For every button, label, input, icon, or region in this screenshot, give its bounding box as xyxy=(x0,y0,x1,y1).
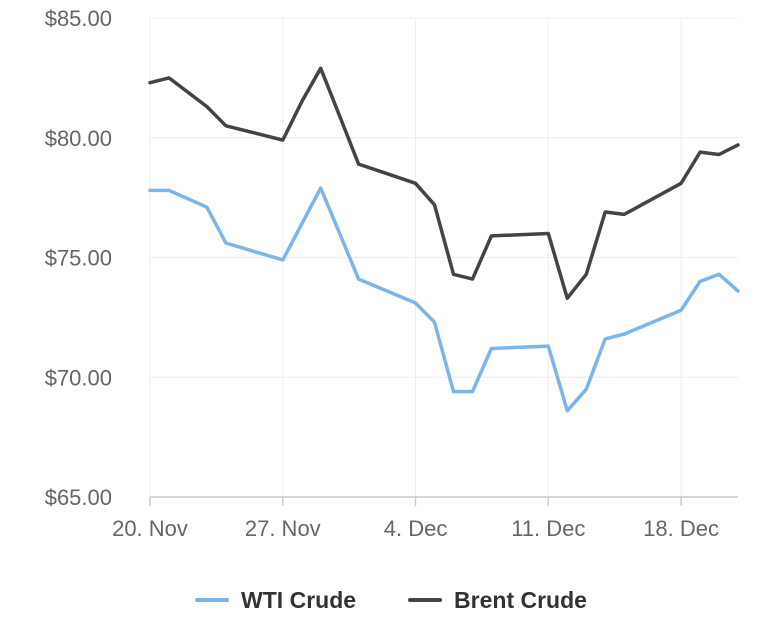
y-tick-label: $70.00 xyxy=(45,365,112,390)
grid-lines xyxy=(149,17,738,498)
x-tick-label: 27. Nov xyxy=(245,516,321,541)
axes xyxy=(149,496,738,506)
legend-label: Brent Crude xyxy=(454,586,587,613)
x-tick-label: 4. Dec xyxy=(384,516,448,541)
x-tick-label: 11. Dec xyxy=(511,516,585,541)
y-axis-tick-labels: $85.00 $80.00 $75.00 $70.00 $65.00 xyxy=(45,6,112,510)
y-tick-label: $80.00 xyxy=(45,126,112,151)
legend-item-wti-crude[interactable]: WTI Crude xyxy=(195,587,356,614)
series-line-brent-crude[interactable] xyxy=(148,66,740,300)
x-tick-label: 20. Nov xyxy=(112,516,188,541)
y-tick-label: $75.00 xyxy=(45,246,112,271)
x-tick-label: 18. Dec xyxy=(643,516,719,541)
series-lines xyxy=(148,66,740,413)
legend-item-brent-crude[interactable]: Brent Crude xyxy=(408,587,587,614)
chart-legend: WTI Crude Brent Crude xyxy=(0,580,782,620)
legend-swatch xyxy=(195,598,230,602)
line-chart: $85.00 $80.00 $75.00 $70.00 $65.00 20. Nov 27… xyxy=(45,6,740,541)
legend-label: WTI Crude xyxy=(241,586,357,613)
legend-swatch xyxy=(408,598,443,602)
series-line-wti-crude[interactable] xyxy=(148,186,740,413)
x-axis-tick-labels: 20. Nov 27. Nov 4. Dec 11. Dec 18. Dec xyxy=(112,516,719,541)
y-tick-label: $85.00 xyxy=(45,6,112,31)
y-tick-label: $65.00 xyxy=(45,485,112,510)
